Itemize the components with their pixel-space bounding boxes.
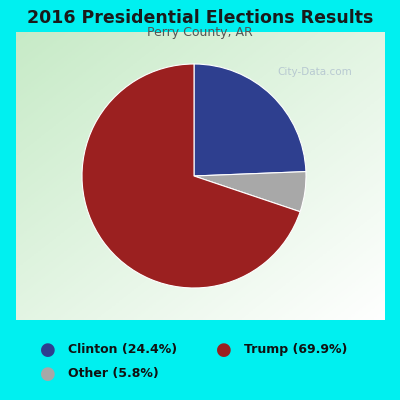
Wedge shape [82,64,300,288]
Text: ●: ● [40,365,56,383]
Text: City-Data.com: City-Data.com [277,67,352,77]
Text: Trump (69.9%): Trump (69.9%) [244,344,347,356]
Text: ●: ● [216,341,232,359]
Text: Clinton (24.4%): Clinton (24.4%) [68,344,177,356]
Text: ●: ● [40,341,56,359]
Wedge shape [194,64,306,176]
Text: Perry County, AR: Perry County, AR [147,26,253,39]
Wedge shape [194,172,306,212]
Text: 2016 Presidential Elections Results: 2016 Presidential Elections Results [27,9,373,27]
Text: Other (5.8%): Other (5.8%) [68,368,159,380]
